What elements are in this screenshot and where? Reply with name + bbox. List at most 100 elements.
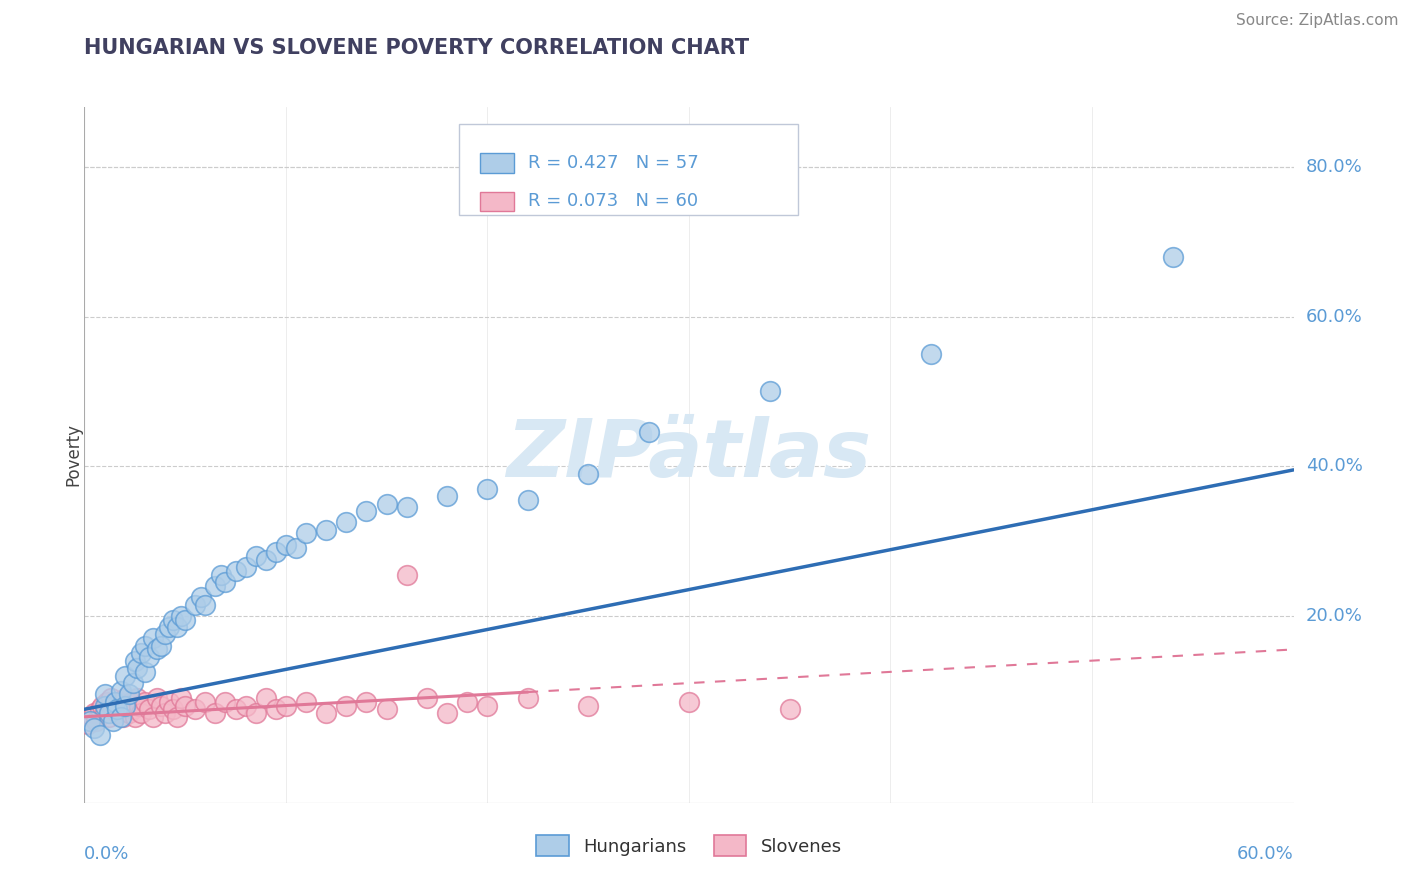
Point	[356, 504, 378, 518]
Point	[91, 698, 114, 713]
Point	[204, 706, 226, 720]
Point	[758, 384, 780, 399]
Text: Source: ZipAtlas.com: Source: ZipAtlas.com	[1236, 13, 1399, 29]
Point	[138, 649, 160, 664]
Y-axis label: Poverty: Poverty	[65, 424, 82, 486]
Point	[456, 695, 478, 709]
FancyBboxPatch shape	[479, 153, 513, 173]
Point	[194, 695, 217, 709]
Point	[114, 668, 136, 682]
Point	[315, 523, 337, 537]
Point	[184, 702, 207, 716]
Point	[82, 710, 104, 724]
Point	[395, 567, 418, 582]
Point	[194, 598, 217, 612]
Point	[120, 695, 142, 709]
Point	[101, 702, 124, 716]
Point	[264, 702, 287, 716]
Point	[118, 687, 141, 701]
Point	[138, 702, 160, 716]
Point	[209, 567, 232, 582]
Point	[274, 698, 297, 713]
Point	[245, 549, 267, 563]
Point	[235, 560, 257, 574]
Point	[118, 706, 141, 720]
Point	[516, 691, 538, 706]
Point	[104, 695, 127, 709]
Point	[146, 642, 169, 657]
Point	[416, 691, 439, 706]
Point	[79, 714, 101, 728]
Point	[779, 702, 801, 716]
Point	[114, 691, 136, 706]
Point	[142, 631, 165, 645]
Text: R = 0.073   N = 60: R = 0.073 N = 60	[529, 193, 699, 211]
Point	[576, 698, 599, 713]
Point	[86, 714, 108, 728]
Point	[115, 698, 138, 713]
Point	[142, 710, 165, 724]
Point	[254, 552, 277, 566]
Point	[170, 691, 193, 706]
Point	[124, 710, 146, 724]
Text: R = 0.427   N = 57: R = 0.427 N = 57	[529, 154, 699, 172]
FancyBboxPatch shape	[460, 124, 797, 215]
Point	[245, 706, 267, 720]
Point	[356, 695, 378, 709]
Text: 40.0%: 40.0%	[1306, 457, 1362, 475]
Point	[77, 717, 100, 731]
Text: 80.0%: 80.0%	[1306, 158, 1362, 176]
Point	[274, 538, 297, 552]
Point	[129, 706, 152, 720]
Point	[107, 695, 129, 709]
Text: 20.0%: 20.0%	[1306, 607, 1362, 624]
Point	[235, 698, 257, 713]
Point	[225, 564, 247, 578]
Point	[105, 706, 128, 720]
Point	[170, 608, 193, 623]
Point	[157, 620, 180, 634]
Point	[335, 698, 357, 713]
Point	[477, 698, 499, 713]
Point	[110, 683, 132, 698]
FancyBboxPatch shape	[479, 192, 513, 211]
Point	[111, 710, 134, 724]
Point	[637, 425, 659, 440]
Point	[166, 620, 188, 634]
Point	[184, 598, 207, 612]
Text: HUNGARIAN VS SLOVENE POVERTY CORRELATION CHART: HUNGARIAN VS SLOVENE POVERTY CORRELATION…	[84, 38, 749, 58]
Point	[134, 665, 156, 679]
Point	[157, 695, 180, 709]
Point	[174, 698, 197, 713]
Point	[254, 691, 277, 706]
Point	[93, 706, 115, 720]
Point	[89, 702, 111, 716]
Point	[516, 492, 538, 507]
Point	[128, 698, 150, 713]
Point	[114, 698, 136, 713]
Text: 60.0%: 60.0%	[1306, 308, 1362, 326]
Point	[100, 691, 122, 706]
Point	[83, 721, 105, 735]
Point	[125, 661, 148, 675]
Point	[83, 706, 105, 720]
Point	[153, 627, 176, 641]
Point	[375, 702, 398, 716]
Point	[204, 579, 226, 593]
Text: 0.0%: 0.0%	[84, 845, 129, 863]
Point	[295, 526, 318, 541]
Point	[110, 702, 132, 716]
Point	[93, 698, 115, 713]
Point	[225, 702, 247, 716]
Point	[576, 467, 599, 481]
Point	[97, 710, 120, 724]
Text: 60.0%: 60.0%	[1237, 845, 1294, 863]
Point	[104, 698, 127, 713]
Point	[678, 695, 700, 709]
Point	[375, 497, 398, 511]
Point	[110, 710, 132, 724]
Point	[149, 639, 172, 653]
Point	[162, 702, 184, 716]
Point	[284, 541, 308, 556]
Point	[395, 500, 418, 515]
